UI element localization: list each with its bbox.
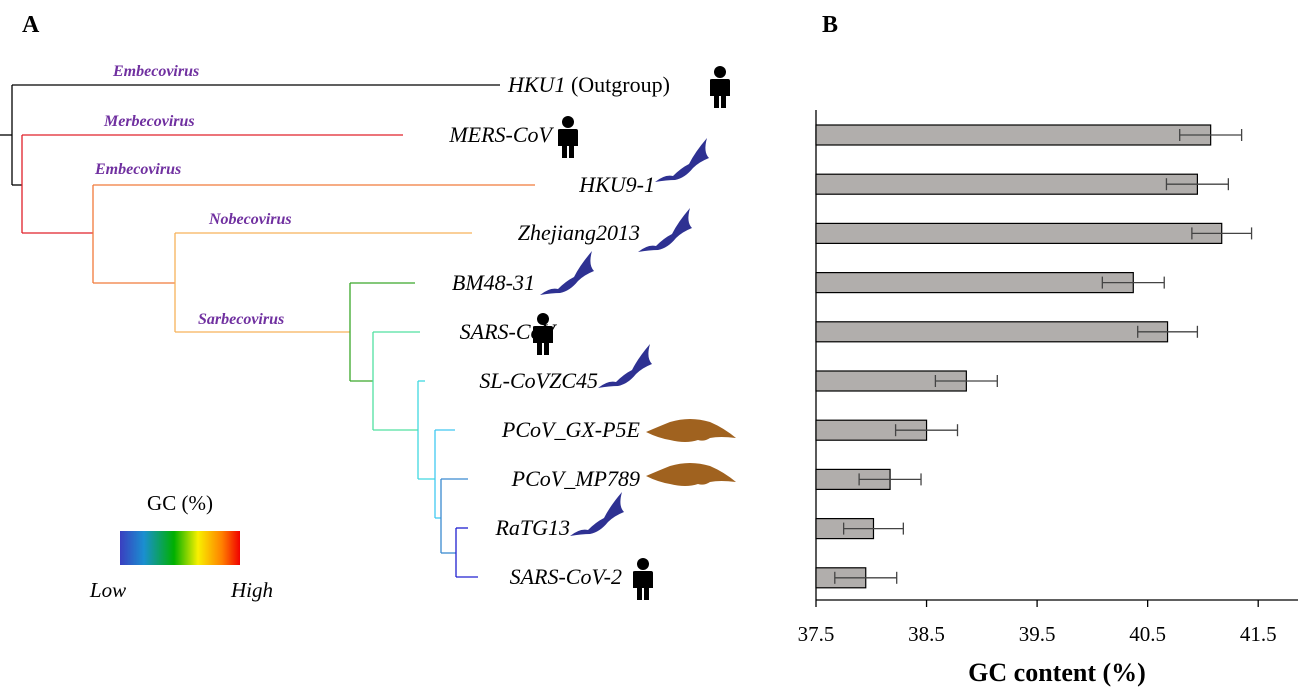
panel-label: A bbox=[22, 12, 40, 38]
taxon-label: RaTG13 bbox=[494, 515, 570, 540]
bar bbox=[816, 322, 1168, 342]
taxon-name: HKU1 bbox=[507, 72, 565, 97]
legend-title: GC (%) bbox=[147, 491, 213, 515]
x-tick-label: 41.5 bbox=[1240, 622, 1277, 646]
outgroup-note: (Outgroup) bbox=[571, 72, 670, 97]
taxon-label: PCoV_MP789 bbox=[511, 466, 640, 491]
taxon-label: SL-CoVZC45 bbox=[479, 368, 598, 393]
x-tick-label: 37.5 bbox=[798, 622, 835, 646]
bar bbox=[816, 174, 1197, 194]
figure: A Embecovirus Merbecovirus Embe bbox=[0, 0, 1303, 697]
taxon-label: SARS-CoV-2 bbox=[510, 564, 622, 589]
legend-low: Low bbox=[89, 578, 126, 602]
taxon-label: HKU9-1 bbox=[578, 172, 655, 197]
clade-label: Merbecovirus bbox=[103, 113, 195, 130]
bar bbox=[816, 125, 1211, 145]
taxon-label: Zhejiang2013 bbox=[518, 220, 640, 245]
x-axis-title: GC content (%) bbox=[968, 658, 1146, 687]
taxon-label: PCoV_GX-P5E bbox=[501, 417, 641, 442]
clade-label: Embecovirus bbox=[112, 63, 199, 80]
x-tick-label: 38.5 bbox=[908, 622, 945, 646]
clade-label: Nobecovirus bbox=[208, 211, 292, 228]
clade-label: Sarbecovirus bbox=[198, 311, 284, 328]
panel-label: B bbox=[822, 12, 838, 38]
tree bbox=[0, 85, 535, 577]
clade-label: Embecovirus bbox=[94, 161, 181, 178]
taxon-label: BM48-31 bbox=[452, 270, 535, 295]
x-tick-label: 40.5 bbox=[1129, 622, 1166, 646]
taxon-label: HKU1 (Outgroup) bbox=[507, 72, 670, 97]
color-bar bbox=[120, 531, 240, 565]
bar bbox=[816, 273, 1133, 293]
bar bbox=[816, 223, 1222, 243]
taxon-label: MERS-CoV bbox=[448, 122, 554, 147]
legend-high: High bbox=[230, 578, 273, 602]
x-tick-label: 39.5 bbox=[1019, 622, 1056, 646]
